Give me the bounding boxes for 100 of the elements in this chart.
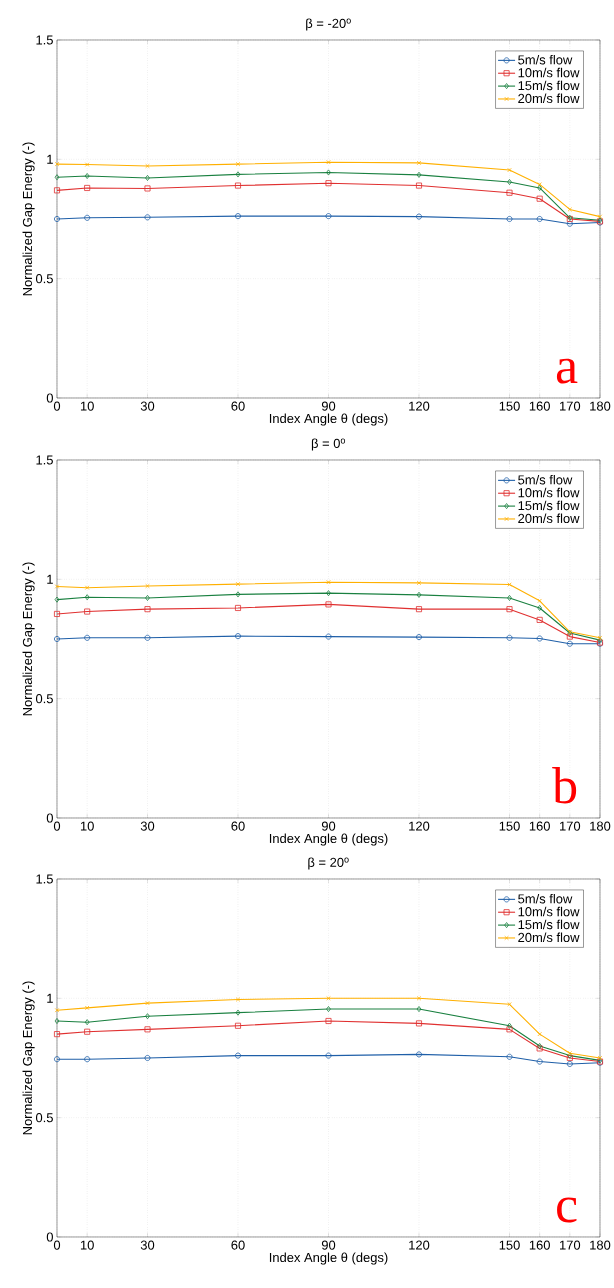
point — [84, 1028, 91, 1035]
point — [506, 606, 513, 613]
point — [144, 1055, 151, 1061]
y-tick-label: 1.5 — [36, 874, 53, 884]
x-tick-label: 90 — [321, 1240, 336, 1250]
point — [144, 1026, 151, 1033]
point — [235, 171, 241, 178]
point — [144, 634, 151, 641]
x-tick-label: 150 — [499, 821, 520, 831]
point — [507, 179, 512, 185]
chart-title: β = -20$^{o}$ — [306, 18, 351, 31]
point — [415, 1020, 422, 1027]
point — [84, 594, 90, 601]
point — [507, 167, 512, 173]
x-tick-label: 170 — [559, 821, 581, 831]
point — [507, 1022, 512, 1029]
point — [506, 189, 513, 196]
point — [506, 216, 513, 222]
point — [234, 182, 241, 189]
legend-label: 10m/s flow — [518, 67, 580, 78]
point — [536, 195, 543, 202]
point — [53, 610, 60, 617]
y-axis-title: Normalized Gap Energy (-) — [22, 981, 35, 1135]
point — [84, 1019, 90, 1026]
point — [506, 1026, 513, 1033]
point — [567, 207, 573, 212]
point — [234, 213, 241, 220]
point — [415, 213, 422, 220]
y-tick-label: 1.5 — [36, 35, 53, 45]
point — [537, 598, 542, 604]
y-tick-label: 0.5 — [35, 694, 53, 704]
x-tick-label: 60 — [231, 1240, 245, 1250]
point — [415, 634, 422, 641]
point — [145, 594, 150, 601]
point — [234, 604, 241, 611]
x-tick-label: 160 — [529, 401, 550, 411]
point — [145, 583, 150, 589]
point — [235, 997, 241, 1002]
x-tick-label: 180 — [590, 1240, 611, 1250]
point — [234, 633, 241, 640]
point — [416, 160, 422, 166]
point — [84, 1005, 90, 1011]
x-tick-label: 160 — [529, 821, 550, 831]
x-tick-label: 30 — [140, 401, 155, 411]
point — [416, 171, 422, 178]
legend-label: 5m/s flow — [518, 474, 573, 485]
point — [53, 1031, 60, 1038]
point — [84, 1056, 91, 1063]
point — [325, 601, 332, 608]
legend-label: 15m/s flow — [518, 919, 580, 930]
y-tick-label: 0 — [46, 813, 53, 823]
y-axis-title: Normalized Gap Energy (-) — [22, 142, 35, 296]
x-tick-label: 10 — [80, 821, 94, 831]
legend-label: 10m/s flow — [518, 906, 580, 917]
point — [416, 580, 422, 586]
legend-label: 5m/s flow — [518, 54, 573, 65]
point — [326, 159, 331, 165]
point — [145, 1000, 150, 1006]
point — [416, 996, 422, 1001]
y-tick-label: 1 — [47, 993, 53, 1003]
point — [416, 591, 422, 598]
legend-label: 15m/s flow — [518, 80, 580, 91]
point — [235, 581, 241, 587]
point — [325, 1018, 332, 1024]
point — [145, 1013, 150, 1020]
point — [566, 1060, 573, 1067]
point — [506, 634, 513, 641]
point — [144, 606, 151, 613]
x-tick-label: 170 — [559, 401, 581, 411]
x-tick-label: 120 — [409, 1240, 430, 1250]
legend-label: 10m/s flow — [518, 487, 580, 498]
point — [537, 184, 542, 191]
point — [326, 579, 331, 585]
point — [84, 214, 91, 221]
point — [325, 213, 332, 220]
point — [415, 182, 422, 189]
point — [235, 161, 241, 167]
x-tick-label: 120 — [409, 401, 430, 411]
x-tick-label: 180 — [590, 821, 611, 831]
point — [325, 180, 332, 187]
x-tick-label: 120 — [409, 821, 430, 831]
x-tick-label: 30 — [140, 1240, 155, 1250]
x-tick-label: 60 — [231, 821, 245, 831]
point — [145, 163, 150, 169]
point — [507, 594, 512, 601]
point — [326, 169, 331, 176]
point — [84, 608, 91, 615]
chart-title: β = 20$^{o}$ — [308, 857, 349, 870]
point — [506, 1053, 513, 1060]
point — [566, 633, 573, 640]
y-tick-label: 1.5 — [36, 455, 53, 465]
point — [53, 187, 60, 194]
x-tick-label: 150 — [499, 1240, 520, 1250]
legend-label: 20m/s flow — [518, 513, 580, 524]
x-axis-title: Index Angle θ (degs) — [269, 833, 388, 846]
point — [326, 996, 331, 1001]
point — [84, 585, 90, 590]
point — [326, 1006, 331, 1013]
point — [536, 216, 543, 222]
y-tick-label: 0 — [46, 1232, 53, 1242]
